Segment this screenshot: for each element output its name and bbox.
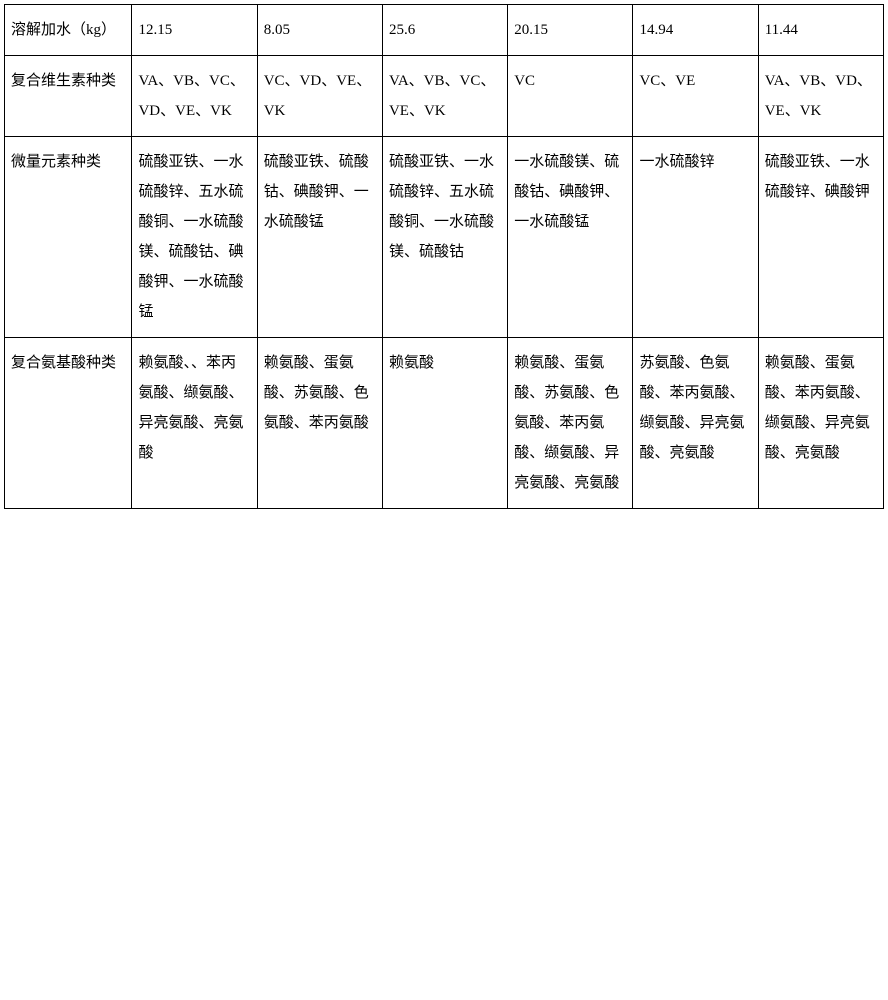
cell: 一水硫酸镁、硫酸钴、碘酸钾、一水硫酸锰 <box>508 137 633 338</box>
cell: 赖氨酸、蛋氨酸、苏氨酸、色氨酸、苯丙氨酸、缬氨酸、异亮氨酸、亮氨酸 <box>508 338 633 509</box>
cell: 硫酸亚铁、一水硫酸锌、五水硫酸铜、一水硫酸镁、硫酸钴 <box>382 137 507 338</box>
cell: 14.94 <box>633 5 758 56</box>
cell: 硫酸亚铁、一水硫酸锌、五水硫酸铜、一水硫酸镁、硫酸钴、碘酸钾、一水硫酸锰 <box>132 137 257 338</box>
cell: VA、VB、VD、VE、VK <box>758 56 883 137</box>
table-row: 微量元素种类 硫酸亚铁、一水硫酸锌、五水硫酸铜、一水硫酸镁、硫酸钴、碘酸钾、一水… <box>5 137 884 338</box>
cell: 硫酸亚铁、一水硫酸锌、碘酸钾 <box>758 137 883 338</box>
row-label: 复合维生素种类 <box>5 56 132 137</box>
table-row: 溶解加水（kg） 12.15 8.05 25.6 20.15 14.94 11.… <box>5 5 884 56</box>
cell: VA、VB、VC、VE、VK <box>382 56 507 137</box>
cell: VC <box>508 56 633 137</box>
cell: 8.05 <box>257 5 382 56</box>
cell: 赖氨酸 <box>382 338 507 509</box>
cell: 赖氨酸、蛋氨酸、苏氨酸、色氨酸、苯丙氨酸 <box>257 338 382 509</box>
row-label: 溶解加水（kg） <box>5 5 132 56</box>
cell: 赖氨酸、蛋氨酸、苯丙氨酸、缬氨酸、异亮氨酸、亮氨酸 <box>758 338 883 509</box>
row-label: 微量元素种类 <box>5 137 132 338</box>
cell: 硫酸亚铁、硫酸钴、碘酸钾、一水硫酸锰 <box>257 137 382 338</box>
table-row: 复合氨基酸种类 赖氨酸、、苯丙氨酸、缬氨酸、异亮氨酸、亮氨酸 赖氨酸、蛋氨酸、苏… <box>5 338 884 509</box>
data-table: 溶解加水（kg） 12.15 8.05 25.6 20.15 14.94 11.… <box>4 4 884 509</box>
cell: VC、VE <box>633 56 758 137</box>
cell: VA、VB、VC、VD、VE、VK <box>132 56 257 137</box>
cell: 25.6 <box>382 5 507 56</box>
cell: VC、VD、VE、VK <box>257 56 382 137</box>
row-label: 复合氨基酸种类 <box>5 338 132 509</box>
cell: 12.15 <box>132 5 257 56</box>
cell: 一水硫酸锌 <box>633 137 758 338</box>
cell: 苏氨酸、色氨酸、苯丙氨酸、缬氨酸、异亮氨酸、亮氨酸 <box>633 338 758 509</box>
table-row: 复合维生素种类 VA、VB、VC、VD、VE、VK VC、VD、VE、VK VA… <box>5 56 884 137</box>
cell: 20.15 <box>508 5 633 56</box>
cell: 11.44 <box>758 5 883 56</box>
cell: 赖氨酸、、苯丙氨酸、缬氨酸、异亮氨酸、亮氨酸 <box>132 338 257 509</box>
